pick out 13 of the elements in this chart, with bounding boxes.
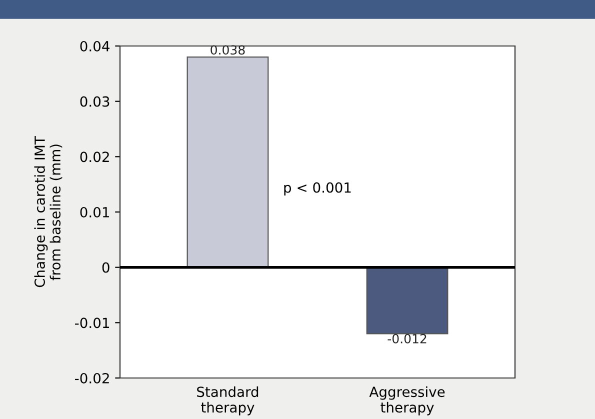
- y-axis-title: Change in carotid IMT from baseline (mm): [34, 136, 62, 288]
- y-tick-label: 0.02: [80, 152, 109, 162]
- x-tick-label: Standard therapy: [197, 386, 258, 416]
- y-tick-label: 0.03: [80, 96, 110, 107]
- data-label: -0.012: [388, 334, 426, 344]
- y-tick-label: -0.01: [75, 318, 109, 328]
- data-label: 0.038: [210, 45, 245, 55]
- y-tick-label: 0.04: [80, 40, 110, 52]
- x-tick-label: Aggressive therapy: [369, 386, 445, 416]
- annotation: p < 0.001: [284, 182, 351, 196]
- y-tick-label: -0.02: [75, 372, 109, 384]
- y-tick-label: 0: [102, 262, 110, 273]
- y-tick-label: 0.01: [80, 206, 109, 218]
